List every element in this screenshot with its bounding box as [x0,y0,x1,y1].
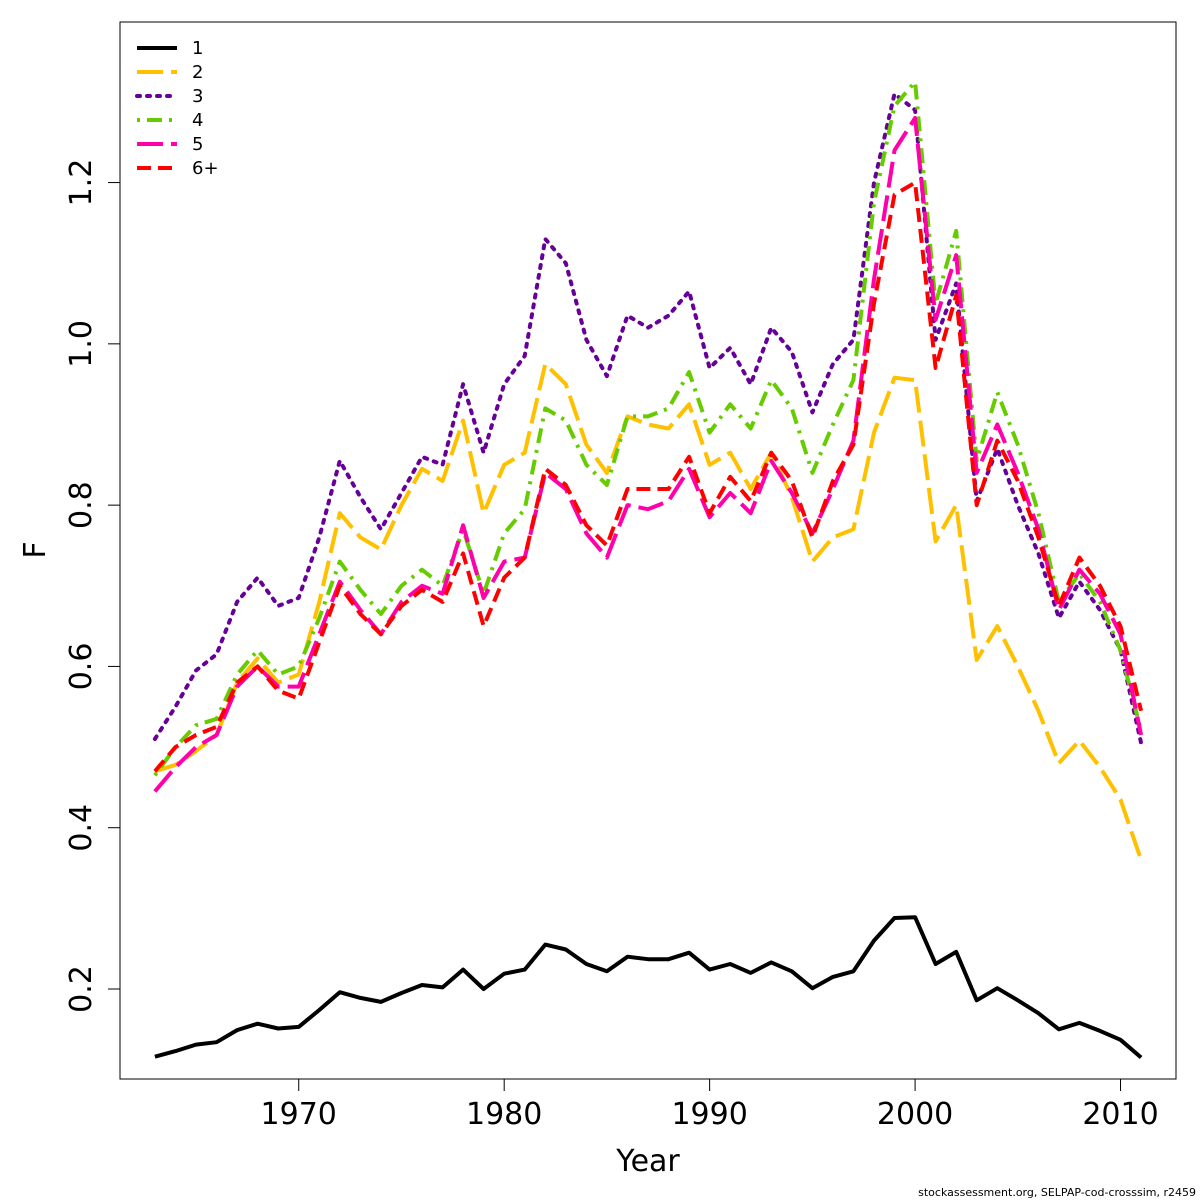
legend-label-2: 2 [192,62,203,83]
legend-label-6: 6+ [192,158,219,179]
legend: 1 2 3 4 5 6+ [135,38,219,179]
legend-label-1: 1 [192,38,203,59]
y-tick-label: 0.8 [64,481,99,529]
y-tick-label: 0.2 [64,965,99,1013]
series-line-1 [154,915,1143,1060]
y-tick-label: 0.4 [64,804,99,852]
series-line-2 [154,362,1143,861]
credit-text: stockassessment.org, SELPAP-cod-crosssim… [918,1186,1196,1199]
y-tick-label: 1.0 [64,320,99,368]
x-tick-label: 1980 [466,1097,542,1132]
y-tick-label: 1.2 [64,159,99,207]
legend-label-5: 5 [192,134,203,155]
x-tick-label: 1970 [261,1097,337,1132]
legend-label-4: 4 [192,110,203,131]
x-axis-title: Year [615,1144,680,1179]
y-axis-title: F [18,541,53,558]
series-line-5 [153,116,1144,793]
series-layer [152,79,1144,1060]
x-tick-label: 2000 [877,1097,953,1132]
axes-layer: 1970 1980 1990 2000 2010 0.2 0.4 0.6 0.8 1.0 1.2 [64,21,1177,1132]
y-tick-label: 0.6 [64,643,99,691]
x-tick-label: 1990 [671,1097,747,1132]
series-line-6 [153,180,1144,773]
x-tick-label: 2010 [1082,1097,1158,1132]
legend-label-3: 3 [192,86,203,107]
